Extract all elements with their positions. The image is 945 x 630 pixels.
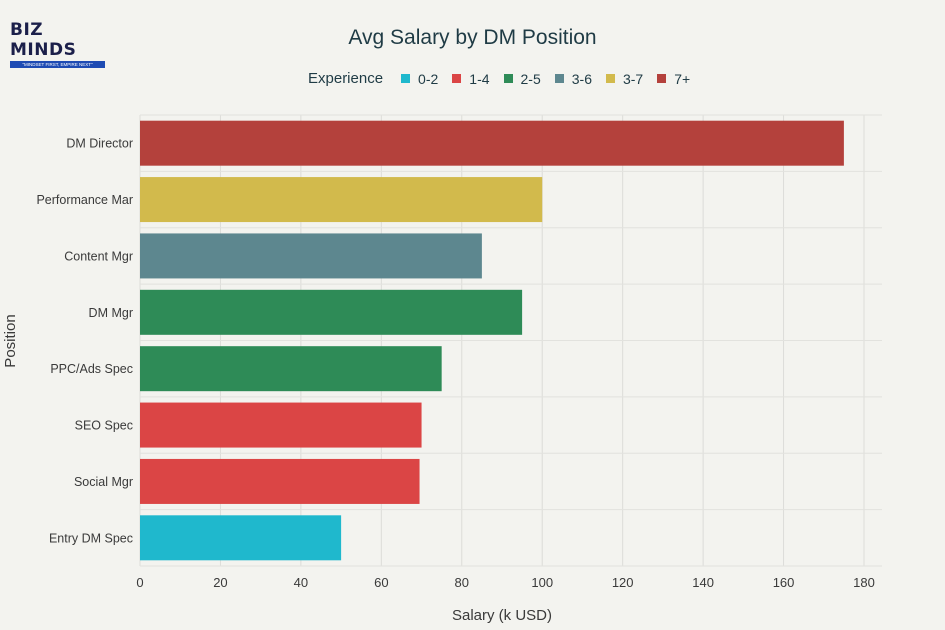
legend-swatch [452,74,462,83]
bar [140,177,543,223]
legend-label: 1-4 [469,70,490,87]
bar [140,120,844,166]
legend-item[interactable]: 3-7 [605,70,644,87]
logo-text: BIZ MINDS [10,20,77,60]
legend-swatch [554,74,564,83]
legend-label: 2-5 [520,70,541,87]
bar [140,458,420,504]
y-tick-label: DM Director [66,137,133,151]
legend-swatch [503,74,513,83]
x-tick-label: 160 [773,575,795,590]
logo-tagline: "MINDSET FIRST, EMPIRE NEXT" [10,61,105,68]
legend-swatch [401,74,411,83]
y-axis-label: Position [2,314,19,367]
x-tick-label: 0 [136,575,143,590]
x-tick-label: 80 [455,575,469,590]
chart-title: Avg Salary by DM Position [348,26,597,49]
legend-label: 7+ [674,70,691,87]
legend: Experience 0-2 1-4 2-5 3-6 3-7 7+ [308,70,704,87]
legend-item[interactable]: 2-5 [503,70,541,87]
y-tick-label: Social Mgr [74,475,133,489]
legend-item[interactable]: 1-4 [452,70,490,87]
legend-label: 3-6 [571,70,592,87]
x-tick-label: 180 [853,575,875,590]
y-tick-label: Performance Mar [36,193,133,207]
x-tick-label: 100 [531,575,553,590]
y-tick-label: SEO Spec [75,419,133,433]
logo: BIZ MINDS "MINDSET FIRST, EMPIRE NEXT" [10,20,105,68]
y-tick-label: Entry DM Spec [49,531,133,545]
x-tick-label: 40 [294,575,308,590]
legend-item[interactable]: 0-2 [401,71,438,87]
legend-label: 3-7 [622,70,644,87]
y-tick-label: DM Mgr [89,306,133,320]
legend-item[interactable]: 3-6 [554,70,592,87]
legend-swatch [605,74,615,83]
legend-label: 0-2 [418,70,439,87]
bar [140,515,342,561]
y-tick-label: Content Mgr [64,249,133,263]
x-tick-label: 20 [213,575,227,590]
x-tick-label: 140 [692,575,714,590]
bar [140,346,442,392]
bar [140,402,422,448]
legend-title: Experience [308,70,384,87]
x-axis-label: Salary (k USD) [452,607,552,624]
x-tick-label: 60 [374,575,388,590]
legend-swatch [657,74,667,83]
y-tick-label: PPC/Ads Spec [50,362,133,376]
x-tick-label: 120 [612,575,634,590]
bar [140,233,482,279]
bar [140,289,523,335]
legend-item[interactable]: 7+ [657,71,690,87]
